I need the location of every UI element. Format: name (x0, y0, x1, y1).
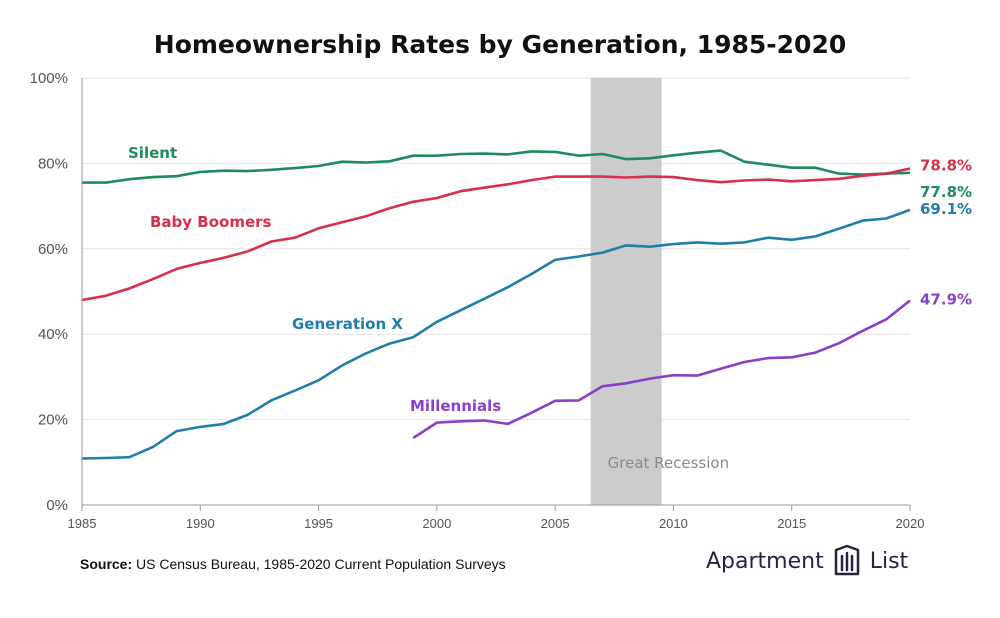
end-value-label: 69.1% (920, 200, 972, 218)
axes: 0% 20% 40% 60% 80% 100% 1985 1990 1995 2000 2005 20… (30, 70, 925, 531)
end-value-label: 47.9% (920, 290, 972, 308)
series-label: Generation X (292, 315, 403, 333)
source-prefix: Source: (80, 556, 133, 572)
brand-name-left: Apartment (706, 548, 824, 574)
recession-band-group (590, 78, 662, 505)
series-label: Millennials (410, 397, 501, 415)
series-line-generation-x (81, 208, 911, 460)
y-tick-label: 100% (30, 70, 68, 87)
x-tick-label: 2010 (659, 516, 688, 531)
end-value-label: 78.8% (920, 157, 972, 175)
series-line-silent (82, 149, 911, 184)
apartment-list-logo-icon (834, 544, 859, 576)
x-tick-label: 2005 (541, 516, 570, 531)
x-tick-label: 2000 (422, 516, 451, 531)
x-tick-label: 1995 (304, 516, 333, 531)
x-tick-label: 2015 (777, 516, 806, 531)
y-tick-label: 20% (38, 412, 68, 429)
end-value-label: 77.8% (920, 183, 972, 201)
recession-band (590, 78, 662, 505)
series-label: Silent (128, 144, 177, 162)
x-tick-label: 1990 (186, 516, 215, 531)
y-tick-label: 40% (38, 326, 68, 343)
y-tick-label: 80% (38, 155, 68, 172)
series-line-millennials (412, 299, 911, 440)
labels: Great Recession Silent 77.8% Baby Boomers 78… (128, 144, 972, 472)
y-tick-label: 60% (38, 241, 68, 258)
series-label: Baby Boomers (150, 213, 272, 231)
source-text: US Census Bureau, 1985-2020 Current Popu… (132, 556, 506, 572)
grid (82, 77, 910, 421)
source-note: Source: US Census Bureau, 1985-2020 Curr… (80, 556, 506, 572)
recession-label: Great Recession (608, 454, 729, 472)
x-tick-label: 1985 (68, 516, 97, 531)
y-tick-label: 0% (46, 497, 68, 514)
x-tick-label: 2020 (896, 516, 925, 531)
brand-name-right: List (869, 548, 909, 574)
series-line-baby-boomers (81, 167, 911, 302)
brand-logo: Apartment List (706, 544, 908, 578)
chart-title: Homeownership Rates by Generation, 1985-… (154, 30, 846, 59)
series-group (81, 149, 911, 460)
